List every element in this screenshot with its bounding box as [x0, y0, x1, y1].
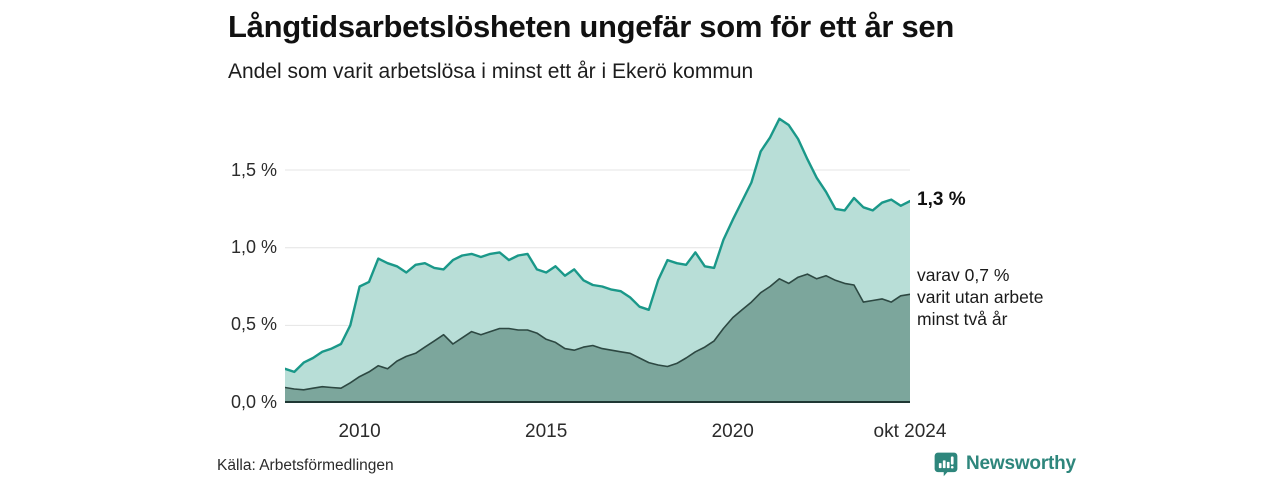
annotation-two-years-line3: minst två år — [917, 309, 1008, 329]
source-caption: Källa: Arbetsförmedlingen — [217, 457, 394, 474]
y-axis-tick-0-0: 0,0 % — [230, 392, 277, 412]
annotation-two-years-line2: varit utan arbete — [917, 287, 1044, 307]
y-axis-tick-1-5: 1,5 % — [230, 160, 277, 180]
annotation-two-years: varav 0,7 % varit utan arbete minst två … — [917, 264, 1043, 330]
newsworthy-wordmark: Newsworthy — [966, 453, 1076, 474]
x-axis-tick-okt-2024: okt 2024 — [873, 421, 947, 442]
x-axis-tick-2015: 2015 — [525, 421, 568, 442]
y-axis-tick-1-0: 1,0 % — [230, 237, 277, 257]
area-chart-plot — [285, 117, 910, 403]
newsworthy-logo: Newsworthy — [933, 450, 1076, 478]
y-axis-tick-0-5: 0,5 % — [230, 314, 277, 334]
x-axis-tick-2020: 2020 — [711, 421, 754, 442]
annotation-two-years-line1: varav 0,7 % — [917, 265, 1010, 285]
page-title: Långtidsarbetslösheten ungefär som för e… — [228, 9, 955, 44]
newsworthy-bubble-icon — [934, 452, 958, 477]
chart-subtitle: Andel som varit arbetslösa i minst ett å… — [228, 60, 754, 83]
annotation-total-value: 1,3 % — [917, 189, 966, 210]
x-axis-tick-2010: 2010 — [338, 421, 381, 442]
